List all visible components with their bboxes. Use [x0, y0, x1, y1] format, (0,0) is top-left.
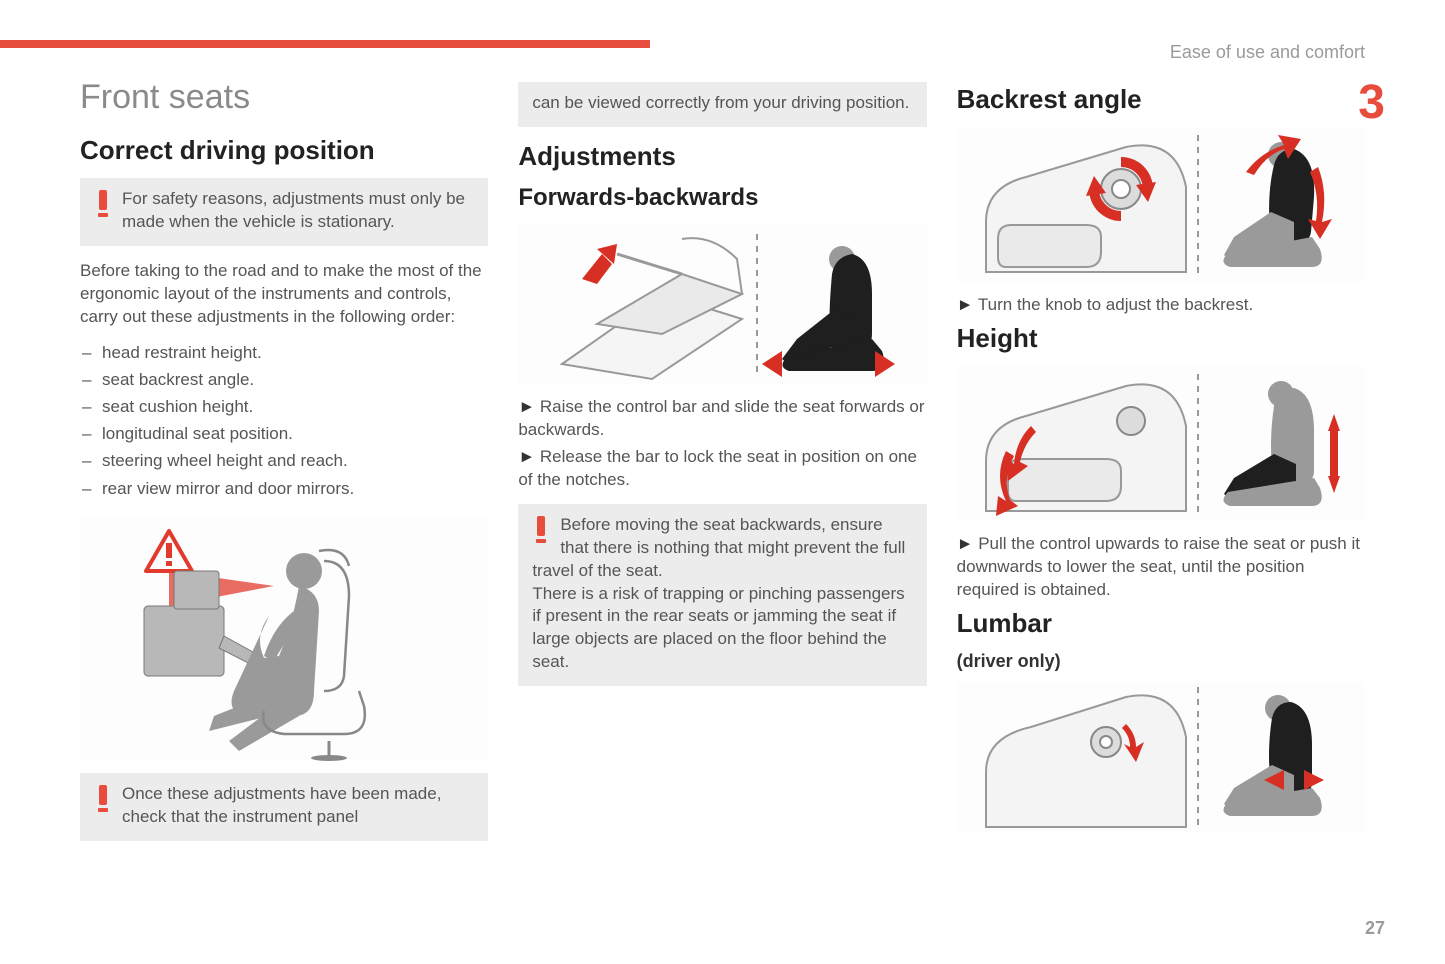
heading-adjustments: Adjustments [518, 141, 926, 172]
page-number: 27 [1365, 918, 1385, 939]
heading-correct-driving-position: Correct driving position [80, 135, 488, 166]
adjustment-order-list: head restraint height. seat backrest ang… [80, 339, 488, 502]
header-accent-bar [0, 40, 650, 48]
warning-box-continued: can be viewed correctly from your drivin… [518, 82, 926, 127]
warning-text: can be viewed correctly from your drivin… [532, 92, 912, 115]
exclamation-icon [532, 516, 550, 543]
content-columns: Front seats Correct driving position For… [80, 78, 1365, 855]
diagram-height [957, 366, 1365, 521]
page-title: Front seats [80, 78, 488, 117]
warning-text: For safety reasons, adjustments must onl… [94, 188, 474, 234]
list-item: longitudinal seat position. [80, 420, 488, 447]
instruction-height: Pull the control upwards to raise the se… [957, 533, 1365, 602]
heading-backrest-angle: Backrest angle [957, 84, 1365, 115]
heading-lumbar: Lumbar [957, 608, 1365, 639]
column-2: can be viewed correctly from your drivin… [518, 78, 926, 855]
list-item: head restraint height. [80, 339, 488, 366]
diagram-forwards-backwards [518, 224, 926, 384]
warning-box-instrument-panel: Once these adjustments have been made, c… [80, 773, 488, 841]
heading-height: Height [957, 323, 1365, 354]
diagram-backrest-angle [957, 127, 1365, 282]
instruction-fb-2: Release the bar to lock the seat in posi… [518, 446, 926, 492]
warning-box-seat-travel: Before moving the seat backwards, ensure… [518, 504, 926, 687]
heading-forwards-backwards: Forwards-backwards [518, 184, 926, 212]
instruction-backrest: Turn the knob to adjust the backrest. [957, 294, 1365, 317]
diagram-lumbar [957, 682, 1365, 832]
warning-text: Before moving the seat backwards, ensure… [532, 514, 912, 675]
column-1: Front seats Correct driving position For… [80, 78, 488, 855]
column-3: Backrest angle [957, 78, 1365, 855]
warning-box-stationary: For safety reasons, adjustments must onl… [80, 178, 488, 246]
diagram-driving-position [80, 516, 488, 761]
exclamation-icon [94, 190, 112, 217]
exclamation-icon [94, 785, 112, 812]
list-item: rear view mirror and door mirrors. [80, 475, 488, 502]
instruction-fb-1: Raise the control bar and slide the seat… [518, 396, 926, 442]
warning-text: Once these adjustments have been made, c… [94, 783, 474, 829]
list-item: steering wheel height and reach. [80, 447, 488, 474]
subheading-lumbar: (driver only) [957, 651, 1365, 672]
header-section-label: Ease of use and comfort [1170, 42, 1365, 63]
list-item: seat backrest angle. [80, 366, 488, 393]
intro-paragraph: Before taking to the road and to make th… [80, 260, 488, 329]
list-item: seat cushion height. [80, 393, 488, 420]
